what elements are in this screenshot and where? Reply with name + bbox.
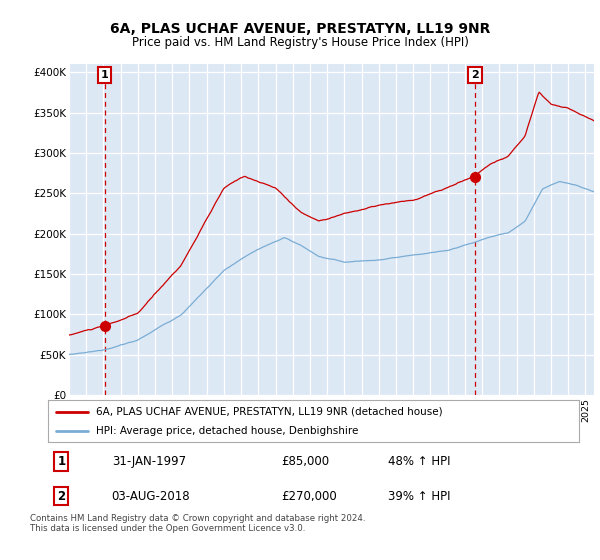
Text: 2: 2: [471, 70, 479, 80]
Text: £85,000: £85,000: [281, 455, 330, 468]
Text: 2: 2: [57, 489, 65, 502]
Text: Price paid vs. HM Land Registry's House Price Index (HPI): Price paid vs. HM Land Registry's House …: [131, 36, 469, 49]
Text: Contains HM Land Registry data © Crown copyright and database right 2024.
This d: Contains HM Land Registry data © Crown c…: [30, 514, 365, 534]
Text: 03-AUG-2018: 03-AUG-2018: [112, 489, 190, 502]
Text: £270,000: £270,000: [281, 489, 337, 502]
Text: 1: 1: [101, 70, 109, 80]
Text: 1: 1: [57, 455, 65, 468]
Text: HPI: Average price, detached house, Denbighshire: HPI: Average price, detached house, Denb…: [96, 426, 358, 436]
Text: 6A, PLAS UCHAF AVENUE, PRESTATYN, LL19 9NR (detached house): 6A, PLAS UCHAF AVENUE, PRESTATYN, LL19 9…: [96, 407, 442, 417]
Text: 48% ↑ HPI: 48% ↑ HPI: [388, 455, 451, 468]
Text: 39% ↑ HPI: 39% ↑ HPI: [388, 489, 451, 502]
Text: 6A, PLAS UCHAF AVENUE, PRESTATYN, LL19 9NR: 6A, PLAS UCHAF AVENUE, PRESTATYN, LL19 9…: [110, 22, 490, 36]
Text: 31-JAN-1997: 31-JAN-1997: [112, 455, 186, 468]
